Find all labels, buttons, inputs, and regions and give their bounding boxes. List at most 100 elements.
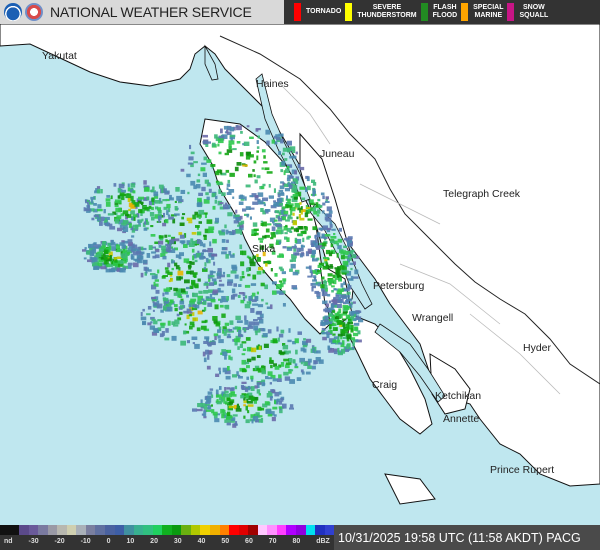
radar-echo bbox=[269, 411, 275, 416]
scale-color-cell bbox=[267, 525, 277, 535]
radar-echo bbox=[289, 259, 293, 263]
radar-echo bbox=[301, 371, 305, 375]
radar-echo bbox=[97, 204, 102, 209]
radar-echo bbox=[337, 352, 343, 356]
radar-echo bbox=[147, 306, 152, 310]
radar-echo bbox=[237, 346, 240, 350]
radar-echo bbox=[230, 391, 235, 394]
radar-echo bbox=[282, 303, 286, 307]
radar-echo bbox=[209, 388, 214, 391]
radar-echo bbox=[150, 234, 156, 237]
radar-echo bbox=[109, 245, 112, 251]
radar-echo bbox=[130, 195, 134, 201]
radar-echo bbox=[249, 136, 254, 139]
radar-echo bbox=[245, 155, 251, 160]
radar-echo bbox=[229, 135, 235, 140]
radar-echo bbox=[283, 358, 289, 362]
scale-color-cell bbox=[19, 525, 29, 535]
radar-map[interactable]: Yakutat Haines Juneau Telegraph Creek Si… bbox=[0, 23, 600, 525]
radar-echo bbox=[227, 212, 233, 217]
radar-echo bbox=[253, 319, 258, 322]
radar-echo bbox=[117, 227, 123, 232]
radar-echo bbox=[91, 217, 95, 221]
warning-legend-item: SEVERE THUNDERSTORM bbox=[345, 3, 417, 21]
radar-echo bbox=[293, 196, 298, 200]
radar-echo bbox=[206, 398, 212, 403]
radar-echo bbox=[299, 209, 302, 213]
radar-echo bbox=[323, 321, 329, 325]
scale-tick: 0 bbox=[106, 538, 111, 545]
radar-echo bbox=[270, 237, 274, 240]
radar-echo bbox=[139, 201, 144, 204]
radar-echo bbox=[285, 219, 290, 222]
radar-echo bbox=[280, 268, 284, 272]
radar-echo bbox=[114, 204, 119, 207]
radar-echo bbox=[162, 222, 167, 227]
radar-echo bbox=[201, 298, 205, 301]
radar-echo bbox=[252, 201, 259, 205]
radar-echo bbox=[104, 216, 110, 220]
radar-echo bbox=[253, 174, 256, 178]
radar-echo bbox=[153, 320, 158, 325]
radar-echo bbox=[249, 207, 255, 210]
radar-echo bbox=[281, 210, 286, 215]
radar-echo bbox=[174, 307, 178, 312]
radar-echo bbox=[157, 207, 161, 211]
radar-echo bbox=[132, 251, 139, 256]
radar-echo bbox=[268, 390, 274, 394]
radar-echo bbox=[136, 255, 143, 260]
radar-echo bbox=[261, 365, 265, 369]
radar-echo bbox=[291, 257, 296, 262]
radar-echo bbox=[312, 255, 315, 261]
radar-echo bbox=[190, 151, 195, 155]
radar-echo bbox=[256, 383, 260, 388]
radar-echo bbox=[240, 299, 245, 304]
radar-echo bbox=[158, 240, 164, 245]
radar-echo bbox=[93, 203, 97, 206]
radar-echo bbox=[155, 289, 160, 294]
radar-echo bbox=[253, 228, 259, 231]
radar-echo bbox=[127, 265, 132, 269]
radar-echo bbox=[276, 290, 283, 294]
radar-echo bbox=[331, 228, 336, 231]
scale-tick: nd bbox=[4, 538, 13, 545]
radar-echo bbox=[335, 295, 339, 298]
radar-echo bbox=[206, 159, 212, 163]
radar-echo bbox=[136, 198, 143, 202]
radar-echo bbox=[332, 274, 335, 279]
radar-echo bbox=[295, 179, 299, 184]
radar-echo bbox=[105, 263, 110, 268]
radar-echo bbox=[343, 324, 346, 329]
radar-echo bbox=[226, 387, 231, 390]
radar-echo bbox=[278, 333, 284, 338]
radar-echo bbox=[203, 267, 207, 270]
radar-echo bbox=[222, 329, 225, 334]
radar-echo bbox=[322, 336, 327, 341]
radar-echo bbox=[218, 189, 222, 194]
radar-echo bbox=[216, 401, 222, 405]
radar-echo bbox=[114, 218, 120, 224]
radar-echo bbox=[145, 270, 148, 274]
radar-echo bbox=[171, 335, 177, 341]
radar-echo bbox=[131, 244, 138, 250]
radar-echo bbox=[92, 248, 97, 254]
radar-echo bbox=[294, 338, 299, 344]
radar-echo bbox=[346, 298, 352, 302]
radar-echo bbox=[162, 199, 167, 202]
radar-echo bbox=[225, 375, 231, 380]
radar-echo bbox=[273, 202, 280, 207]
radar-echo bbox=[289, 230, 293, 233]
radar-echo bbox=[254, 179, 258, 184]
radar-echo bbox=[87, 199, 91, 205]
radar-echo bbox=[289, 379, 295, 384]
radar-echo bbox=[204, 336, 210, 340]
radar-echo bbox=[241, 276, 245, 279]
radar-echo bbox=[154, 254, 160, 259]
scale-tick: 80 bbox=[292, 538, 301, 545]
radar-echo bbox=[202, 268, 208, 272]
radar-echo bbox=[334, 267, 340, 270]
radar-echo bbox=[287, 147, 291, 153]
radar-echo bbox=[204, 179, 209, 184]
radar-echo bbox=[209, 293, 213, 298]
radar-echo bbox=[183, 310, 189, 314]
